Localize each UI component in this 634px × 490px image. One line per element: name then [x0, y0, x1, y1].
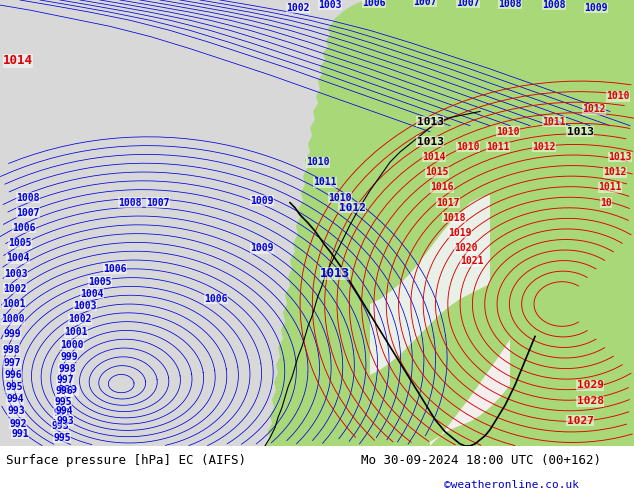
Text: 993: 993 [56, 416, 74, 425]
Text: 1011: 1011 [313, 177, 337, 187]
Text: 1012: 1012 [582, 104, 605, 115]
Text: 1012: 1012 [339, 203, 365, 213]
Text: 1010: 1010 [496, 127, 520, 137]
Text: 1013: 1013 [417, 137, 444, 147]
Polygon shape [0, 0, 550, 446]
Text: 991: 991 [53, 409, 71, 418]
Text: 995: 995 [53, 433, 71, 443]
Text: 998: 998 [2, 344, 20, 355]
Text: 1011: 1011 [542, 117, 566, 126]
Text: 1005: 1005 [88, 277, 112, 287]
Text: 1020: 1020 [454, 244, 478, 253]
Text: 1011: 1011 [486, 142, 510, 152]
Text: 1028: 1028 [576, 396, 604, 406]
Text: Mo 30-09-2024 18:00 UTC (00+162): Mo 30-09-2024 18:00 UTC (00+162) [361, 454, 602, 466]
Text: 1009: 1009 [250, 196, 274, 206]
Text: 998: 998 [58, 364, 76, 374]
Text: 995: 995 [5, 382, 23, 392]
Text: 1002: 1002 [3, 284, 27, 294]
Text: 1009: 1009 [585, 3, 608, 13]
Text: 1007: 1007 [413, 0, 437, 7]
Text: 993: 993 [7, 406, 25, 416]
Text: 1000: 1000 [60, 340, 84, 349]
Text: 1027: 1027 [567, 416, 593, 425]
Text: 999: 999 [3, 329, 21, 340]
Polygon shape [0, 0, 265, 446]
Text: 997: 997 [3, 358, 21, 368]
Text: 1004: 1004 [6, 253, 30, 264]
Text: 1011: 1011 [598, 182, 622, 193]
Text: 1012: 1012 [533, 142, 556, 152]
Text: 1016: 1016 [430, 182, 454, 193]
Text: 994: 994 [55, 406, 73, 416]
Text: 999: 999 [60, 352, 78, 362]
Text: 1014: 1014 [3, 54, 33, 67]
Text: 994: 994 [6, 394, 24, 404]
Text: 997: 997 [56, 375, 74, 385]
Text: 995: 995 [54, 397, 72, 407]
Text: 1001: 1001 [3, 299, 26, 309]
Text: 1002: 1002 [68, 314, 92, 324]
Text: 1004: 1004 [81, 289, 104, 299]
Text: 1010: 1010 [306, 157, 330, 167]
Text: 1009: 1009 [250, 244, 274, 253]
Text: 1005: 1005 [8, 238, 32, 248]
Text: 1001: 1001 [64, 327, 87, 338]
Text: 1013: 1013 [567, 127, 593, 137]
Text: 1006: 1006 [204, 294, 228, 304]
Polygon shape [265, 0, 634, 446]
Text: 1002: 1002 [286, 3, 310, 13]
Text: 1013: 1013 [608, 152, 631, 162]
Text: 1006: 1006 [103, 264, 127, 273]
Polygon shape [430, 340, 510, 446]
Text: 1000: 1000 [1, 314, 25, 324]
Text: 1006: 1006 [362, 0, 385, 8]
Text: 1012: 1012 [603, 167, 627, 177]
Text: 1003: 1003 [4, 269, 28, 279]
Text: 1021: 1021 [460, 256, 484, 267]
Text: 1014: 1014 [422, 152, 446, 162]
Text: 1008: 1008 [16, 193, 40, 202]
Text: 1007: 1007 [16, 208, 40, 218]
Text: 1015: 1015 [425, 167, 449, 177]
Text: 992: 992 [9, 418, 27, 429]
Text: 1010: 1010 [328, 193, 352, 202]
Polygon shape [370, 195, 490, 375]
Text: 1018: 1018 [443, 213, 466, 223]
Text: 10: 10 [600, 197, 612, 208]
Text: Surface pressure [hPa] EC (AIFS): Surface pressure [hPa] EC (AIFS) [6, 454, 247, 466]
Text: 993: 993 [51, 420, 69, 431]
Text: 1019: 1019 [448, 228, 472, 238]
Text: 1007: 1007 [456, 0, 480, 8]
Text: 1008: 1008 [542, 0, 566, 10]
Text: 1007: 1007 [146, 197, 170, 208]
Text: 1003: 1003 [74, 301, 97, 311]
Text: 1029: 1029 [576, 380, 604, 390]
Text: 1006: 1006 [12, 223, 36, 233]
Text: 1013: 1013 [320, 267, 350, 280]
Text: 1013: 1013 [417, 117, 444, 126]
Text: 989: 989 [58, 385, 78, 395]
Text: 1008: 1008 [119, 197, 142, 208]
Text: 1010: 1010 [456, 142, 480, 152]
Text: 996: 996 [55, 386, 73, 396]
Text: 1017: 1017 [436, 197, 460, 208]
Text: ©weatheronline.co.uk: ©weatheronline.co.uk [444, 480, 579, 490]
Text: 1003: 1003 [318, 0, 342, 10]
Text: 1010: 1010 [606, 91, 630, 101]
Text: 991: 991 [11, 429, 29, 439]
Text: 1008: 1008 [498, 0, 522, 9]
Text: 996: 996 [4, 370, 22, 380]
